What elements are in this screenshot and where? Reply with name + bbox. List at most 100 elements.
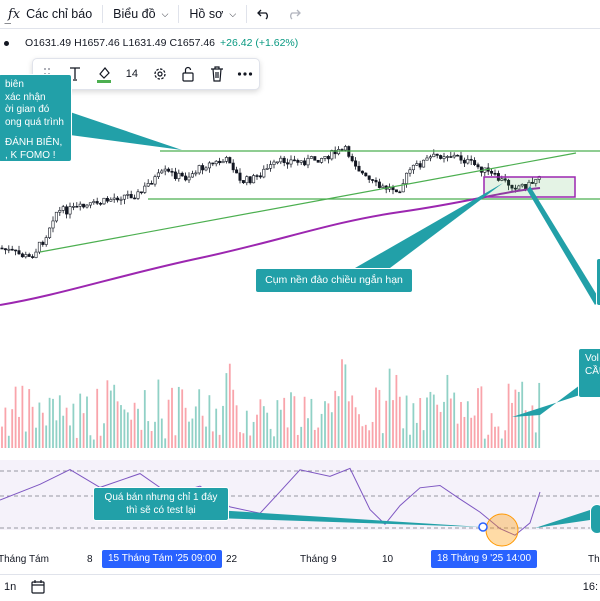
callout-pointer (535, 510, 590, 528)
unlock-icon[interactable] (176, 62, 200, 86)
volume-bar (239, 432, 241, 448)
time-label: 22 (226, 554, 238, 565)
candle-body (469, 159, 473, 161)
font-size-value[interactable]: 14 (125, 68, 138, 80)
time-badge-end[interactable]: 18 Tháng 9 '25 14:00 (431, 550, 538, 568)
redo-button[interactable] (279, 0, 309, 28)
candle-body (102, 197, 106, 205)
candle-body (520, 184, 524, 187)
volume-bar (460, 401, 462, 448)
volume-bar (143, 390, 146, 448)
volume-bar (436, 404, 439, 448)
volume-bar (55, 420, 58, 448)
ohlc-change: +26.42 (+1.62%) (220, 37, 299, 49)
volume-bar (218, 434, 221, 448)
callout-oversold[interactable]: Quá bán nhưng chỉ 1 đáy thì sẽ có test l… (93, 487, 229, 521)
profile-menu-button[interactable]: Hồ sơ ⌵ (181, 0, 244, 28)
volume-bar (249, 435, 252, 448)
volume-bar (402, 428, 405, 448)
callout-reversal[interactable]: Cụm nền đảo chiều ngắn hạn (255, 268, 413, 293)
time-label: 8 (87, 554, 93, 565)
more-icon[interactable] (233, 62, 257, 86)
volume-bar (412, 403, 415, 448)
candle-body (71, 205, 75, 208)
callout-line: ời gian đó (5, 104, 50, 115)
volume-bar (259, 399, 262, 448)
candle-body (197, 165, 201, 174)
candle-body (462, 159, 466, 164)
volume-bar (303, 396, 306, 448)
ohlc-open: O1631.49 (25, 37, 72, 49)
moving-average-line (0, 187, 541, 306)
candle-body (394, 189, 398, 193)
volume-bar (483, 438, 486, 448)
candle-body (398, 191, 402, 194)
callout-line: xác nhận (5, 91, 46, 103)
volume-bar (133, 402, 136, 448)
undo-button[interactable] (249, 0, 279, 28)
candle-body (330, 150, 334, 160)
volume-bar (511, 402, 513, 448)
callout-range-note[interactable]: biên xác nhận ời gian đó ong quá trình Đ… (0, 74, 72, 162)
volume-bar (337, 396, 340, 448)
settings-icon[interactable] (148, 62, 172, 86)
volume-bar (470, 417, 473, 448)
volume-bar (432, 394, 435, 448)
volume-bar (300, 426, 303, 448)
candle-body (228, 157, 232, 164)
candle-body (435, 153, 439, 156)
volume-bar (96, 388, 99, 448)
indicators-button[interactable]: f̲x Các chỉ báo (0, 0, 100, 28)
candle-body (272, 161, 276, 165)
candle-body (357, 165, 361, 172)
candle-body (180, 172, 184, 177)
trash-icon[interactable] (205, 62, 229, 86)
candle-body (27, 254, 31, 257)
callout-right-edge[interactable] (596, 258, 600, 306)
volume-bar (307, 418, 309, 448)
volume-bar (500, 438, 503, 448)
candle-body (517, 185, 521, 190)
volume-bar (269, 428, 272, 448)
volume-bar (65, 407, 68, 448)
fill-color-icon[interactable] (92, 62, 116, 86)
volume-bar (28, 389, 31, 448)
candle-body (343, 146, 347, 151)
callout-pointer (215, 510, 482, 527)
candle-body (37, 241, 41, 253)
interval-button[interactable]: 1n (4, 581, 17, 593)
volume-bar (130, 419, 133, 448)
callout-vol[interactable]: Vol CẦU (578, 348, 600, 398)
volume-bar (276, 400, 279, 448)
candle-body (374, 180, 378, 183)
callout-rsi-edge[interactable] (590, 504, 600, 534)
trend-line[interactable] (39, 152, 577, 253)
volume-bar (137, 408, 139, 448)
volume-bar (252, 421, 255, 448)
volume-bar (324, 401, 326, 448)
volume-bar (82, 413, 85, 448)
candle-body (119, 198, 123, 201)
text-icon[interactable] (63, 62, 87, 86)
time-badge-start[interactable]: 15 Tháng Tám '25 09:00 (102, 550, 223, 568)
candle-body (255, 175, 259, 177)
candle-body (173, 171, 177, 179)
chevron-down-icon: ⌵ (161, 8, 169, 19)
volume-bar (283, 397, 286, 448)
volume-bar (456, 423, 459, 448)
volume-bar (201, 415, 204, 448)
chart-menu-button[interactable]: Biểu đồ ⌵ (105, 0, 176, 28)
volume-bar (1, 426, 3, 448)
volume-bar (164, 438, 167, 448)
volume-bar (35, 427, 37, 448)
volume-bar (21, 385, 24, 448)
anchor-point[interactable] (478, 522, 488, 532)
volume-bar (344, 364, 347, 448)
volume-bar (398, 396, 401, 448)
calendar-icon[interactable] (30, 579, 46, 598)
candle-body (493, 172, 497, 175)
candle-body (139, 191, 143, 194)
volume-bar (31, 406, 34, 448)
profile-menu-label: Hồ sơ (189, 7, 224, 21)
volume-bar (75, 437, 78, 448)
